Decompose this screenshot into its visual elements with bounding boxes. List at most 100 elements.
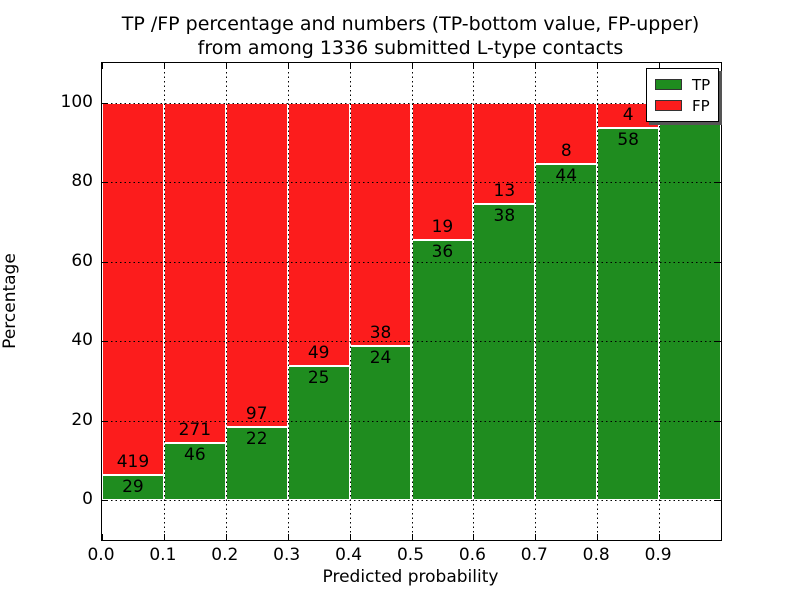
y-tick-left — [102, 420, 108, 422]
y-tick-label: 0 — [82, 489, 93, 510]
tp-bar-segment — [597, 128, 660, 501]
y-tick-label: 100 — [60, 91, 93, 112]
y-tick-right — [715, 261, 721, 263]
x-tick-top — [535, 63, 537, 69]
y-tick-left — [102, 102, 108, 104]
horizontal-gridline — [102, 182, 721, 184]
x-tick-top — [473, 63, 475, 69]
fp-bar-segment — [349, 102, 412, 347]
tp-count-label: 38 — [493, 206, 516, 227]
legend-entry-tp: TP — [655, 74, 710, 95]
tp-bar-segment — [535, 163, 598, 501]
fp-count-label: 19 — [431, 217, 454, 238]
tp-bar-segment — [349, 346, 412, 501]
horizontal-gridline — [102, 261, 721, 263]
fp-count-label: 13 — [493, 181, 516, 202]
y-tick-right — [715, 500, 721, 502]
vertical-gridline — [597, 63, 599, 540]
x-tick-bottom — [349, 534, 351, 540]
x-tick-bottom — [411, 534, 413, 540]
tp-count-label: 29 — [122, 476, 144, 497]
y-tick-right — [715, 420, 721, 422]
x-tick-bottom — [287, 534, 289, 540]
x-tick-label: 0.9 — [644, 545, 672, 565]
x-tick-top — [597, 63, 599, 69]
x-tick-top — [659, 63, 661, 69]
y-tick-left — [102, 182, 108, 184]
x-tick-label: 0.5 — [396, 545, 425, 565]
tp-count-label: 25 — [307, 367, 330, 388]
vertical-gridline — [659, 63, 661, 540]
x-tick-bottom — [597, 534, 599, 540]
legend-label: TP — [692, 75, 711, 94]
tp-swatch-icon — [655, 79, 682, 90]
tp-bar-segment — [102, 474, 164, 501]
x-tick-bottom — [659, 534, 661, 540]
x-tick-bottom — [535, 534, 537, 540]
x-tick-label: 0.3 — [273, 545, 301, 565]
legend-entry-fp: FP — [655, 95, 710, 116]
x-tick-label: 0.1 — [149, 545, 177, 565]
fp-bar-segment — [102, 102, 164, 475]
vertical-gridline — [535, 63, 537, 540]
legend-label: FP — [692, 96, 710, 115]
y-tick-left — [102, 261, 108, 263]
vertical-gridline — [287, 63, 289, 540]
fp-bar-segment — [163, 102, 226, 443]
y-tick-left — [102, 500, 108, 502]
vertical-gridline — [349, 63, 351, 540]
chart-title: TP /FP percentage and numbers (TP-bottom… — [101, 12, 720, 60]
horizontal-gridline — [102, 420, 721, 422]
y-tick-right — [715, 182, 721, 184]
x-tick-label: 0.0 — [87, 545, 115, 565]
fp-count-label: 49 — [307, 342, 330, 363]
fp-bar-segment — [287, 102, 350, 366]
vertical-gridline — [163, 63, 165, 540]
tp-count-label: 22 — [245, 428, 268, 449]
x-tick-top — [349, 63, 351, 69]
fp-count-label: 38 — [369, 323, 392, 344]
fp-count-label: 4 — [622, 105, 634, 126]
vertical-gridline — [473, 63, 475, 540]
tp-bar-segment — [659, 106, 721, 501]
fp-count-label: 8 — [560, 140, 572, 161]
tp-count-label: 44 — [555, 165, 578, 186]
x-tick-top — [225, 63, 227, 69]
chart-title-line1: TP /FP percentage and numbers (TP-bottom… — [121, 13, 700, 35]
horizontal-gridline — [102, 102, 721, 104]
x-tick-top — [163, 63, 165, 69]
x-tick-label: 0.4 — [335, 545, 363, 565]
x-tick-bottom — [225, 534, 227, 540]
x-tick-bottom — [163, 534, 165, 540]
x-tick-top — [287, 63, 289, 69]
fp-bar-segment — [225, 102, 288, 427]
x-tick-bottom — [102, 534, 103, 540]
x-tick-label: 0.8 — [582, 545, 610, 565]
x-axis-label: Predicted probability — [322, 567, 499, 587]
y-tick-right — [715, 341, 721, 343]
x-tick-label: 0.2 — [211, 545, 239, 565]
y-tick-label: 20 — [71, 409, 93, 430]
chart-title-line2: from among 1336 submitted L-type contact… — [197, 37, 624, 59]
fp-bar-segment — [411, 102, 474, 241]
y-axis-label: Percentage — [0, 253, 20, 349]
x-tick-bottom — [473, 534, 475, 540]
horizontal-gridline — [102, 341, 721, 343]
y-tick-label: 80 — [71, 171, 93, 192]
tp-count-label: 36 — [431, 242, 454, 263]
x-tick-top — [411, 63, 413, 69]
fp-count-label: 271 — [178, 419, 212, 440]
vertical-gridline — [411, 63, 413, 540]
legend: TP FP — [646, 68, 720, 122]
y-tick-label: 40 — [71, 330, 93, 351]
vertical-gridline — [225, 63, 227, 540]
fp-count-label: 419 — [116, 451, 150, 472]
tp-count-label: 46 — [184, 444, 206, 465]
fp-bar-segment — [473, 102, 536, 205]
tp-count-label: 58 — [617, 130, 639, 151]
x-tick-label: 0.7 — [520, 545, 548, 565]
horizontal-gridline — [102, 500, 721, 502]
tp-bar-segment — [411, 240, 474, 501]
tp-bar-segment — [473, 204, 536, 501]
